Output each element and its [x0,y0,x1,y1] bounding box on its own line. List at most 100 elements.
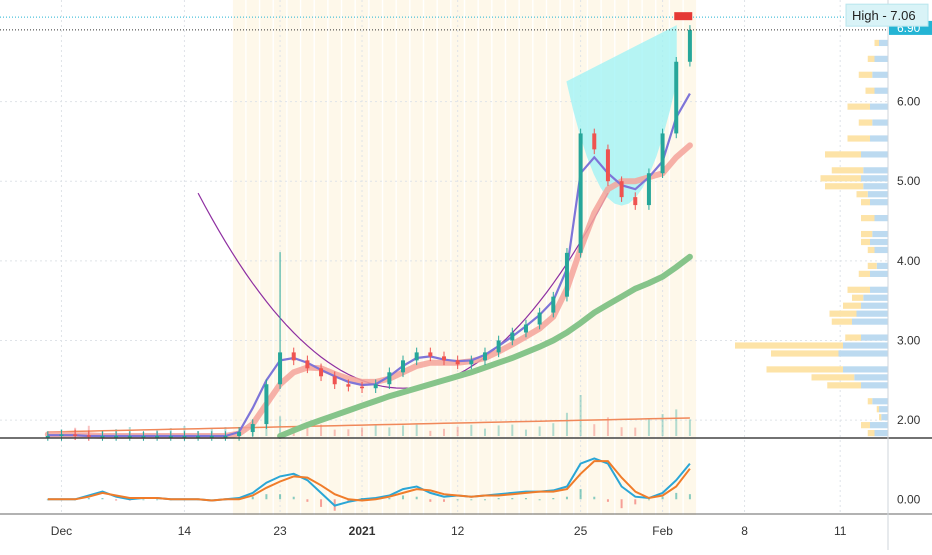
high-badge [845,3,929,27]
macd-histogram-bar [429,499,432,502]
volume-profile-down-bar [829,310,857,317]
volume-bar [483,428,486,436]
volume-bar [320,424,323,436]
volume-profile-up-bar [838,350,888,357]
candle-body [196,436,201,438]
price-tick-label: 3.00 [897,333,921,347]
candle-body [86,435,91,437]
volume-profile-up-bar [874,430,888,437]
price-tick-label: 4.00 [897,254,921,268]
time-tick-label: 25 [574,524,588,538]
volume-profile-up-bar [870,238,888,246]
volume-bar [443,428,445,436]
session-highlight [287,0,300,515]
candle-body [45,436,50,438]
volume-profile-up-bar [856,310,888,317]
volume-profile-down-bar [831,318,852,325]
volume-profile-up-bar [867,191,888,198]
session-highlight [533,0,546,515]
candle-body [496,340,501,353]
volume-profile-down-bar [831,167,864,174]
volume-profile-down-bar [861,422,870,429]
volume-profile-down-bar [827,382,861,389]
volume-profile-down-bar [852,294,864,301]
volume-bar [634,427,637,436]
volume-profile-up-bar [861,382,888,389]
session-highlight [492,0,505,515]
session-highlight [547,0,560,515]
macd-histogram-bar [251,496,254,500]
volume-profile-down-bar [867,262,877,269]
volume-profile-up-bar [863,167,888,174]
time-tick-label: Dec [51,524,72,538]
candle-body [537,312,542,325]
volume-bar [511,424,514,436]
volume-profile-down-bar [861,230,873,238]
macd-histogram-bar [606,499,609,502]
candle-body [401,360,406,373]
volume-profile-up-bar [872,119,888,126]
session-highlight [246,0,259,515]
volume-profile-down-bar [874,39,879,47]
time-tick-label: 8 [741,524,748,538]
volume-profile-down-bar [847,135,870,142]
volume-profile-up-bar [872,398,888,405]
volume-profile-up-bar [843,366,888,373]
volume-bar [593,424,596,436]
session-highlight [478,0,492,515]
volume-profile-up-bar [843,342,888,349]
candle-body [605,149,610,182]
volume-profile-up-bar [870,103,888,110]
volume-profile-down-bar [861,238,870,246]
candle-body [168,436,173,438]
candle-body [305,360,310,369]
candle-body [332,376,337,385]
volume-bar [402,425,405,436]
candle-body [373,384,378,389]
volume-profile-down-bar [825,151,861,158]
candle-body [360,386,365,389]
macd-tick-label: 0.00 [897,492,921,506]
price-tick-label: 5.00 [897,174,921,188]
volume-profile-down-bar [847,103,870,110]
candle-body [223,436,228,438]
volume-bar [552,423,555,436]
candle-body [182,436,187,438]
volume-profile-up-bar [854,374,888,381]
candle-body [578,133,583,253]
volume-profile-down-bar [858,119,873,126]
volume-profile-up-bar [870,270,888,277]
session-highlight [232,0,246,515]
macd-histogram-bar [443,499,445,502]
ema-long-line [277,253,693,439]
candle-body [428,352,433,357]
session-highlight [519,0,533,515]
cup-arc-line [197,192,609,389]
macd-histogram-bar [388,498,391,500]
volume-bar [688,419,691,436]
volume-bar [306,426,309,436]
volume-profile-up-bar [870,135,888,142]
price-tick-label: 2.00 [897,413,921,427]
volume-profile-down-bar [867,246,875,254]
volume-profile-down-bar [865,87,875,94]
macd-histogram-bar [306,499,309,502]
signal-line [47,460,691,502]
volume-profile-up-bar [872,230,888,238]
volume-bar [429,430,432,436]
candle-body [141,436,146,438]
volume-bar [415,424,418,436]
macd-histogram-bar [101,498,104,500]
macd-histogram-bar [265,494,268,500]
candle-body [319,368,324,377]
volume-bar [620,427,623,436]
volume-profile-down-bar [867,55,875,62]
volume-moving-average-line [47,417,690,433]
volume-profile-up-bar [874,246,888,254]
volume-profile-up-bar [861,151,888,158]
macd-histogram-bar [675,492,678,500]
volume-bar [647,418,650,436]
macd-histogram-bar [647,499,650,501]
macd-histogram-bar [565,496,568,500]
